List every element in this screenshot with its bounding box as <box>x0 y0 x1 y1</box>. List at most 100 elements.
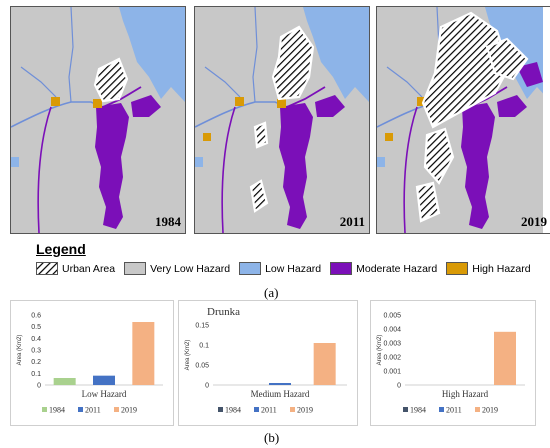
legend-label: Urban Area <box>62 262 116 275</box>
low-hazard-area <box>303 7 369 102</box>
high-hazard-cell <box>203 133 211 141</box>
urban-area <box>249 179 269 213</box>
caption-a: (a) <box>264 285 279 300</box>
moderate-hazard-area <box>517 62 543 87</box>
legend-swatch <box>218 407 223 412</box>
x-axis-title: High Hazard <box>442 389 489 399</box>
moderate-hazard-area <box>461 103 495 229</box>
legend-swatch <box>403 407 408 412</box>
y-tick-label: 0.004 <box>383 327 401 334</box>
y-tick-label: 0 <box>37 383 41 390</box>
map-panel-2011: 2011 <box>194 6 370 234</box>
legend-item-moderate-hazard: Moderate Hazard <box>330 262 437 275</box>
legend-swatch <box>290 407 295 412</box>
y-tick-label: 0.5 <box>31 324 41 331</box>
hazard-map-2019 <box>377 7 543 233</box>
map-panel-2019: 2019 <box>376 6 550 234</box>
river-line <box>204 66 241 98</box>
moderate-channel <box>221 106 236 233</box>
moderate-hazard-area <box>131 95 161 117</box>
river-line <box>68 7 74 103</box>
high-hazard-cell <box>277 99 286 108</box>
legend-entry: 2011 <box>261 406 277 415</box>
legend-item-high-hazard: High Hazard <box>446 262 531 275</box>
map-year-label: 1984 <box>155 214 181 229</box>
legend-label: Low Hazard <box>265 262 322 275</box>
legend-item-low-hazard: Low Hazard <box>239 262 321 275</box>
urban-area <box>271 25 315 101</box>
moderate-hazard-area <box>315 95 345 117</box>
y-axis-title: Area (Km2) <box>377 335 383 366</box>
y-tick-label: 0.1 <box>199 343 209 350</box>
y-tick-label: 0.2 <box>31 359 41 366</box>
river-line <box>386 66 423 98</box>
moderate-hazard-area <box>497 95 527 117</box>
low-hazard-area <box>119 7 185 102</box>
high-hazard-cell <box>385 133 393 141</box>
legend-swatch <box>78 407 83 412</box>
high-hazard-cell <box>235 97 244 106</box>
urban-area <box>485 37 529 81</box>
y-tick-label: 0.002 <box>383 355 401 362</box>
bar-1984 <box>53 378 76 385</box>
legend-entry: 2019 <box>297 406 313 415</box>
legend-swatch <box>254 407 259 412</box>
urban-area <box>415 181 441 223</box>
high-hazard-cell <box>417 97 426 106</box>
y-tick-label: 0.3 <box>31 348 41 355</box>
high-hazard-cell <box>51 97 60 106</box>
legend-entry: 2011 <box>85 406 101 415</box>
legend-entry: 2011 <box>446 406 462 415</box>
legend-swatch <box>475 407 480 412</box>
legend-entry: 1984 <box>225 406 241 415</box>
y-axis-title: Area (Km2) <box>17 335 23 366</box>
color-swatch <box>239 262 262 275</box>
legend-item-very-low-hazard: Very Low Hazard <box>124 262 230 275</box>
river-line <box>195 101 288 128</box>
urban-area <box>421 11 511 129</box>
y-tick-label: 0.001 <box>383 369 401 376</box>
bar-chart-low-hazard: Area (Km2) 0 0.1 0.2 0.3 0.4 0.5 0.6 Low Hazard 1… <box>17 313 163 415</box>
moderate-channel <box>37 106 52 233</box>
urban-area <box>93 57 129 103</box>
river-line <box>252 7 258 103</box>
bar-chart-medium-hazard: Drunka Area (Km2) 0 0.05 0.1 0.15 Medium Hazar… <box>185 306 347 415</box>
x-axis-title: Low Hazard <box>82 389 127 399</box>
map-year-label: 2019 <box>521 214 547 229</box>
y-tick-label: 0.4 <box>31 336 41 343</box>
legend-swatch <box>42 407 47 412</box>
map-panel-1984: 1984 <box>10 6 186 234</box>
moderate-channel <box>286 86 326 108</box>
color-swatch <box>446 262 469 275</box>
bar-chart-high-hazard: Area (Km2) 0 0.001 0.002 0.003 0.004 0.005 High… <box>377 313 525 415</box>
legend-item-urban-area: Urban Area <box>36 262 115 275</box>
y-tick-label: 0 <box>205 383 209 390</box>
chart-low-hazard: Area (Km2) 0 0.1 0.2 0.3 0.4 0.5 0.6 Low Hazard 1… <box>10 300 174 426</box>
bar-2019 <box>494 331 516 385</box>
y-tick-label: 0.6 <box>31 313 41 320</box>
legend-swatch <box>439 407 444 412</box>
legend-entry: 2019 <box>121 406 137 415</box>
legend-entry: 1984 <box>49 406 65 415</box>
chart-high-hazard: Area (Km2) 0 0.001 0.002 0.003 0.004 0.005 High… <box>370 300 536 426</box>
moderate-channel <box>403 106 418 233</box>
legend-label: Very Low Hazard <box>150 262 231 275</box>
y-tick-label: 0.005 <box>383 313 401 320</box>
bar-2019 <box>313 343 336 385</box>
moderate-channel <box>102 86 142 108</box>
high-hazard-cell <box>93 99 102 108</box>
urban-area <box>253 121 269 149</box>
caption-b: (b) <box>264 430 280 445</box>
y-tick-label: 0.003 <box>383 341 401 348</box>
y-tick-label: 0.1 <box>31 371 41 378</box>
bar-2011 <box>269 383 291 385</box>
bar-2019 <box>132 322 155 385</box>
hazard-map-2011 <box>195 7 369 233</box>
hazard-map-1984 <box>11 7 185 233</box>
legend: Urban Area Very Low Hazard Low Hazard Mo… <box>36 262 540 275</box>
x-axis-title: Medium Hazard <box>251 389 310 399</box>
y-tick-label: 0 <box>397 383 401 390</box>
map-year-label: 2011 <box>339 214 365 229</box>
chart-medium-hazard: Drunka Area (Km2) 0 0.05 0.1 0.15 Medium Hazar… <box>178 300 358 426</box>
legend-label: Moderate Hazard <box>356 262 438 275</box>
